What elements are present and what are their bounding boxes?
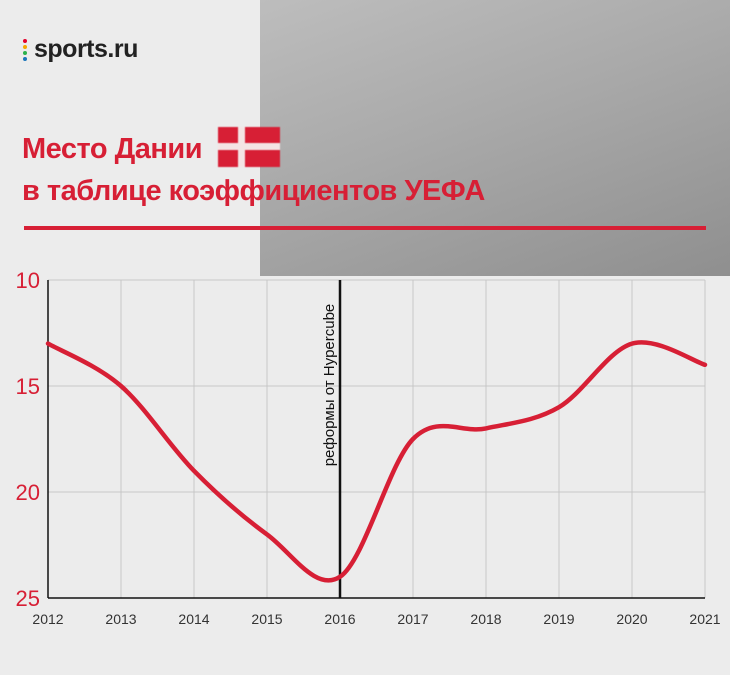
title-line-1: Место Дании xyxy=(22,127,542,170)
series-layer xyxy=(45,340,708,583)
x-tick-label: 2014 xyxy=(178,611,209,627)
x-tick-label: 2021 xyxy=(689,611,720,627)
plot-area xyxy=(48,280,705,598)
logo-dots-icon xyxy=(22,37,30,61)
annotations: реформы от Hypercube xyxy=(321,280,342,598)
y-tick-labels: 10 15 20 25 xyxy=(16,268,40,611)
x-tick-label: 2012 xyxy=(32,611,63,627)
x-tick-label: 2020 xyxy=(616,611,647,627)
x-tick-label: 2016 xyxy=(324,611,355,627)
x-tick-label: 2017 xyxy=(397,611,428,627)
denmark-flag-icon xyxy=(218,127,281,168)
x-tick-labels: 2012 2013 2014 2015 2016 2017 2018 2019 2020 2021 xyxy=(32,611,720,627)
title-line-1-text: Место Дании xyxy=(22,133,203,165)
y-tick-label: 25 xyxy=(16,586,40,611)
axes xyxy=(47,280,705,599)
y-tick-label: 20 xyxy=(16,480,40,505)
logo-text: sports.ru xyxy=(34,34,138,63)
annotation-label: реформы от Hypercube xyxy=(321,304,338,467)
x-tick-label: 2018 xyxy=(470,611,501,627)
title-underline xyxy=(24,226,706,230)
series-line-denmark xyxy=(45,340,708,583)
x-tick-label: 2015 xyxy=(251,611,282,627)
y-tick-label: 15 xyxy=(16,374,40,399)
title-line-2: в таблице коэффициентов УЕФА xyxy=(22,175,485,208)
chart-title: Место Дании в таблице коэффициентов УЕФА xyxy=(22,127,542,212)
player-photo xyxy=(260,0,730,276)
x-tick-label: 2019 xyxy=(543,611,574,627)
x-tick-label: 2013 xyxy=(105,611,136,627)
sports-ru-logo[interactable]: sports.ru xyxy=(22,34,138,63)
y-tick-label: 10 xyxy=(16,268,40,293)
